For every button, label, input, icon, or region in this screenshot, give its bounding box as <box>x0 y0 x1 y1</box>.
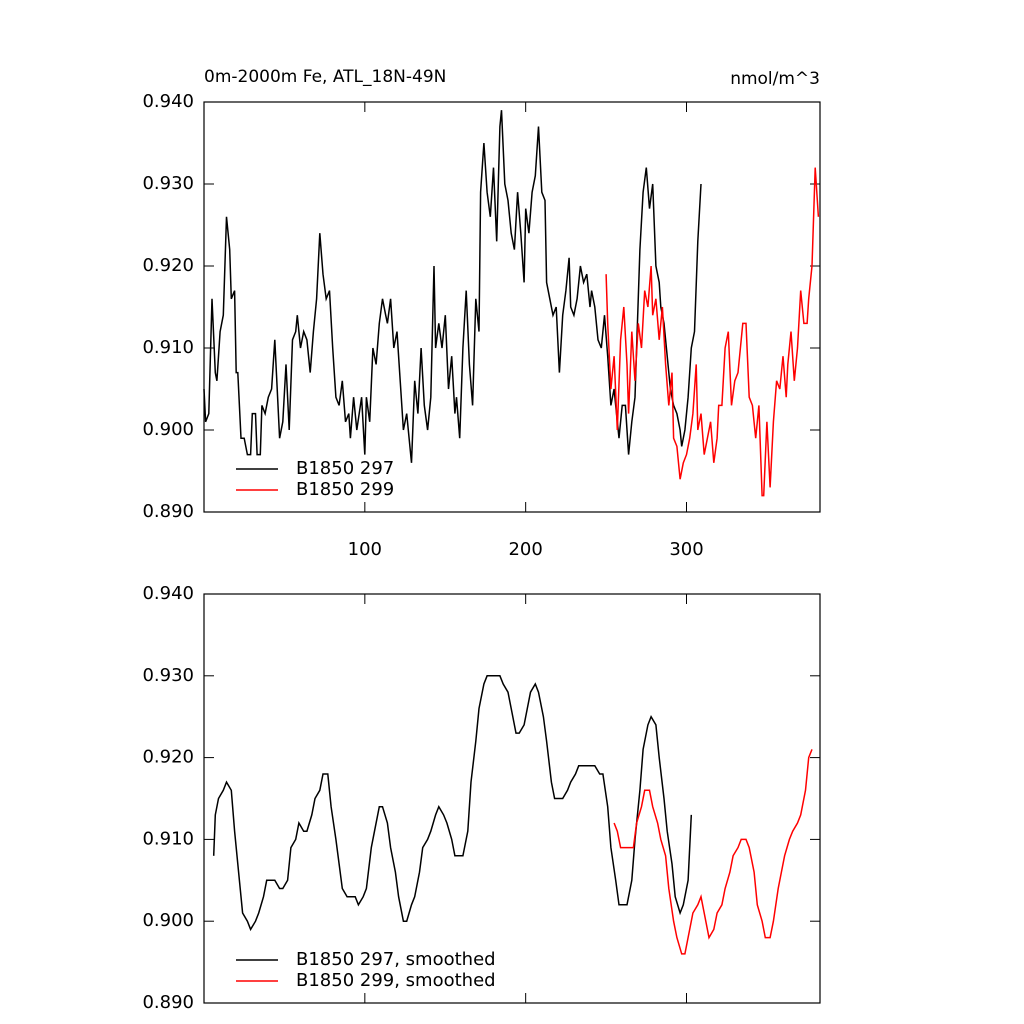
y-tick-label: 0.920 <box>142 747 194 768</box>
data-line <box>203 110 702 463</box>
legend-label: B1850 297, smoothed <box>296 949 496 970</box>
units-label: nmol/m^3 <box>730 69 820 89</box>
legend-label: B1850 299, smoothed <box>296 970 496 991</box>
x-tick-label: 100 <box>348 539 382 560</box>
plot-frame <box>203 101 821 513</box>
legend-label: B1850 299 <box>296 479 394 500</box>
y-tick-label: 0.920 <box>142 255 194 276</box>
y-tick-label: 0.890 <box>142 992 194 1013</box>
y-tick-label: 0.940 <box>142 91 194 112</box>
y-tick-label: 0.910 <box>142 828 194 849</box>
y-tick-label: 0.900 <box>142 419 194 440</box>
plot-frame <box>203 593 821 1004</box>
data-line <box>605 167 820 497</box>
y-tick-label: 0.890 <box>142 501 194 522</box>
y-tick-label: 0.940 <box>142 583 194 604</box>
chart-title: 0m-2000m Fe, ATL_18N-49N <box>204 67 446 87</box>
data-line <box>212 675 693 932</box>
x-tick-label: 200 <box>508 539 542 560</box>
x-tick-label: 300 <box>669 539 703 560</box>
y-tick-label: 0.930 <box>142 173 194 194</box>
y-tick-label: 0.910 <box>142 337 194 358</box>
legend-label: B1850 297 <box>296 458 394 479</box>
y-tick-label: 0.930 <box>142 665 194 686</box>
y-tick-label: 0.900 <box>142 910 194 931</box>
data-line <box>613 749 813 955</box>
